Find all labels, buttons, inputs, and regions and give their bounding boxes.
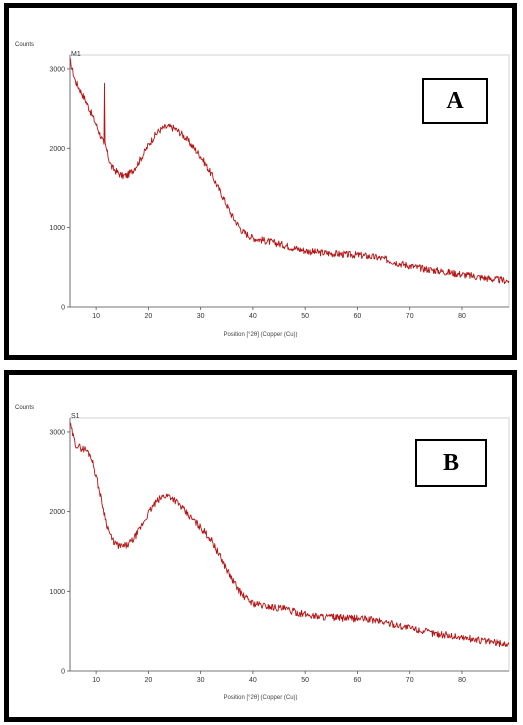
x-tick-label: 60: [354, 313, 362, 320]
x-tick-label: 20: [144, 677, 152, 684]
series-line-0: [69, 422, 510, 648]
x-tick-label: 80: [458, 313, 466, 320]
y-tick-label: 3000: [49, 66, 65, 73]
chart-b-sample-name: S1: [71, 413, 80, 420]
x-tick-label: 70: [406, 313, 414, 320]
x-tick-label: 40: [249, 313, 257, 320]
chart-panel-b: 0 1000 2000 3000 10 20 30 40 50 60 70 80 Counts S1 …: [4, 370, 517, 722]
chart-b-y-axis-title: Counts: [15, 405, 35, 411]
x-tick-label: 10: [92, 677, 100, 684]
x-tick-label: 40: [249, 677, 257, 684]
x-tick-label: 10: [92, 313, 100, 320]
chart-b-svg: 0 1000 2000 3000 10 20 30 40 50 60 70 80: [49, 417, 510, 684]
x-tick-label: 20: [144, 313, 152, 320]
chart-a-y-axis-title: Counts: [15, 42, 35, 48]
y-tick-label: 0: [61, 669, 65, 676]
chart-a-svg: 0 1000 2000 3000 10 20 30 40 50 60 70 80: [49, 54, 510, 320]
x-tick-label: 30: [197, 313, 205, 320]
x-tick-label: 80: [458, 677, 466, 684]
y-tick-label: 1000: [49, 225, 65, 232]
panel-b-label: B: [415, 439, 487, 487]
chart-a-sample-name: M1: [71, 51, 81, 58]
panel-a-label: A: [422, 78, 488, 124]
y-tick-label: 1000: [49, 589, 65, 596]
y-tick-label: 0: [61, 305, 65, 312]
series-line-0: [69, 58, 510, 285]
chart-b-x-axis-title: Position [°2θ] (Copper (Cu)): [223, 695, 298, 701]
x-tick-label: 50: [301, 677, 309, 684]
chart-a-x-axis-title: Position [°2θ] (Copper (Cu)): [223, 332, 298, 338]
x-tick-label: 50: [301, 313, 309, 320]
x-tick-label: 60: [354, 677, 362, 684]
y-tick-label: 3000: [49, 429, 65, 436]
y-tick-label: 2000: [49, 509, 65, 516]
x-tick-label: 70: [406, 677, 414, 684]
y-tick-label: 2000: [49, 146, 65, 153]
x-tick-label: 30: [197, 677, 205, 684]
chart-panel-a: 0 1000 2000 3000 10 20 30 40 50 60 70 80 Counts M1 …: [4, 3, 517, 360]
